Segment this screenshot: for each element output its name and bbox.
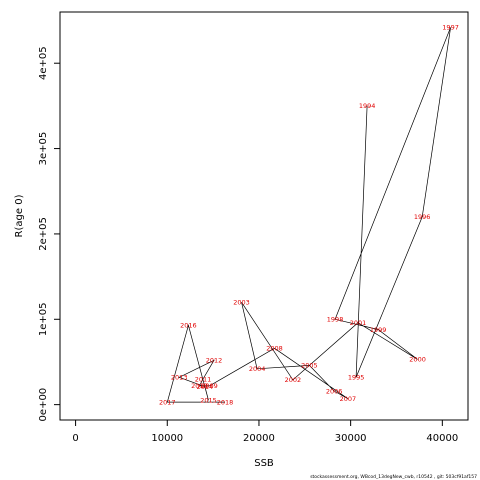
point-labels: 1994 1995 1996 1997 1998 1999 2000 2001 2002 2003… (159, 24, 459, 407)
sr-trajectory-line (166, 27, 451, 403)
year-label-1994: 1994 (359, 102, 376, 110)
year-label-2008: 2008 (266, 345, 283, 353)
year-label-2010: 2010 (191, 382, 208, 390)
x-tick-label: 0 (72, 433, 78, 444)
year-label-1997: 1997 (442, 24, 459, 32)
x-tick-label: 30000 (335, 433, 367, 444)
year-label-2002: 2002 (285, 376, 302, 384)
x-axis-title: SSB (254, 458, 274, 469)
year-label-2015: 2015 (200, 397, 217, 405)
x-tick-label: 20000 (243, 433, 275, 444)
x-tick-label: 10000 (151, 433, 183, 444)
x-tick-label: 40000 (426, 433, 458, 444)
y-tick-label: 4e+05 (38, 46, 49, 80)
series-line (166, 27, 451, 403)
y-tick-label: 2e+05 (38, 217, 49, 251)
year-label-2000: 2000 (409, 356, 426, 364)
year-label-1996: 1996 (414, 213, 431, 221)
footer-text: stockassessment.org, WBcod_13degNew_cwb,… (310, 474, 477, 480)
y-tick-label: 3e+05 (38, 132, 49, 166)
year-label-2016: 2016 (180, 322, 197, 330)
y-tick-label: 0e+00 (38, 388, 49, 422)
year-label-2011: 2011 (195, 375, 212, 383)
year-label-2007: 2007 (340, 395, 357, 403)
year-label-2004: 2004 (249, 365, 266, 373)
year-label-2009: 2009 (201, 382, 218, 390)
y-axis-title: R(age 0) (14, 194, 25, 237)
year-label-2013: 2013 (171, 374, 188, 382)
y-tick-label: 1e+05 (38, 302, 49, 336)
year-label-2012: 2012 (206, 357, 223, 365)
year-label-1999: 1999 (370, 326, 387, 334)
year-label-2014: 2014 (197, 383, 214, 391)
y-axis: 0e+00 1e+05 2e+05 3e+05 4e+05 (38, 46, 61, 422)
plot-frame (59, 11, 469, 421)
year-label-1995: 1995 (348, 374, 365, 382)
year-label-2003: 2003 (233, 299, 250, 307)
year-label-1998: 1998 (327, 316, 344, 324)
year-label-2018: 2018 (217, 398, 234, 406)
year-label-2005: 2005 (301, 362, 318, 370)
year-label-2001: 2001 (350, 319, 367, 327)
year-label-2006: 2006 (326, 387, 343, 395)
x-axis: 0 10000 20000 30000 40000 (72, 419, 458, 444)
year-label-2017: 2017 (159, 398, 176, 406)
